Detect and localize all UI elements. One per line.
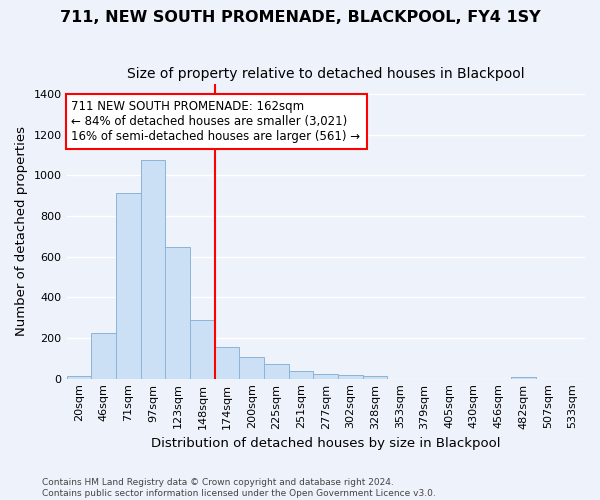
Text: 711, NEW SOUTH PROMENADE, BLACKPOOL, FY4 1SY: 711, NEW SOUTH PROMENADE, BLACKPOOL, FY4… [59, 10, 541, 25]
Text: 711 NEW SOUTH PROMENADE: 162sqm
← 84% of detached houses are smaller (3,021)
16%: 711 NEW SOUTH PROMENADE: 162sqm ← 84% of… [71, 100, 361, 144]
Bar [239, 358, 264, 378]
Bar [190, 320, 215, 378]
Bar [511, 376, 536, 378]
X-axis label: Distribution of detached houses by size in Blackpool: Distribution of detached houses by size … [151, 437, 500, 450]
Bar [363, 376, 388, 378]
Bar [67, 376, 91, 378]
Bar [140, 160, 165, 378]
Text: Contains HM Land Registry data © Crown copyright and database right 2024.
Contai: Contains HM Land Registry data © Crown c… [42, 478, 436, 498]
Bar [313, 374, 338, 378]
Bar [264, 364, 289, 378]
Bar [165, 246, 190, 378]
Bar [289, 370, 313, 378]
Bar [338, 374, 363, 378]
Title: Size of property relative to detached houses in Blackpool: Size of property relative to detached ho… [127, 68, 524, 82]
Bar [215, 347, 239, 378]
Bar [91, 333, 116, 378]
Bar [116, 193, 140, 378]
Y-axis label: Number of detached properties: Number of detached properties [15, 126, 28, 336]
